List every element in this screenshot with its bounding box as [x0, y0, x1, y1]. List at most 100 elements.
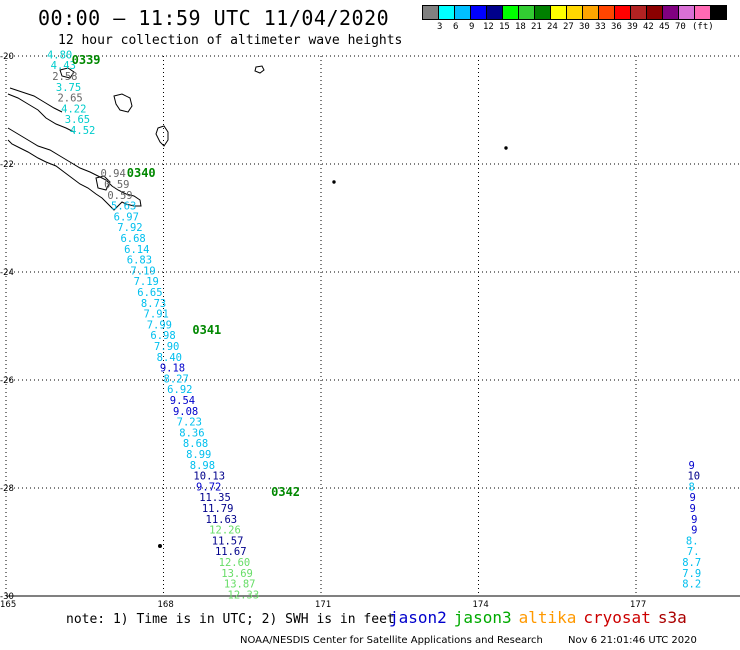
island-coast — [254, 65, 265, 74]
wave-height-label: 9 — [689, 460, 695, 472]
satellite-altika: altika — [518, 608, 577, 627]
wave-height-label: 9.72 — [196, 481, 221, 493]
island-dot — [504, 146, 508, 150]
wave-height-label: 8.2 — [682, 579, 701, 591]
wave-height-label: 7.92 — [117, 222, 142, 234]
wave-height-label: 12.60 — [219, 557, 251, 569]
wave-height-label: 4.43 — [51, 60, 76, 72]
wave-height-label: 12.33 — [228, 589, 260, 601]
wave-height-label: 7.90 — [154, 341, 179, 353]
legend-label: 70 — [675, 22, 686, 32]
wave-height-label: 9 — [691, 525, 697, 537]
wave-height-label: 7.23 — [177, 417, 202, 429]
wave-height-label: 9 — [691, 514, 697, 526]
island-dot — [158, 544, 162, 548]
wave-height-label: 9.18 — [160, 363, 185, 375]
chart-subtitle: 12 hour collection of altimeter wave hei… — [58, 33, 403, 48]
wave-height-label: 11.67 — [215, 546, 247, 558]
wave-height-label: 4.80 — [47, 49, 72, 61]
note-text: note: 1) Time is in UTC; 2) SWH is in fe… — [66, 612, 395, 627]
legend-label: 33 — [595, 22, 606, 32]
legend-labels: 3 6 9 12 15 18 21 24 27 30 33 36 39 42 45 70 (ft) — [422, 20, 726, 34]
wave-height-label: 3.75 — [56, 82, 81, 94]
legend-label: 45 — [659, 22, 670, 32]
wave-height-label: 12.26 — [209, 525, 241, 537]
wave-height-label: 9 — [690, 503, 696, 515]
island-dot — [332, 180, 336, 184]
satellite-jason3: jason3 — [453, 608, 512, 627]
wave-height-label: 13.87 — [224, 579, 256, 591]
wave-height-label: 7.9 — [682, 568, 701, 580]
legend-swatch — [710, 5, 727, 20]
legend-label: 9 — [469, 22, 475, 32]
legend-label: 30 — [579, 22, 590, 32]
loyalty-islands-coast-2 — [9, 87, 63, 113]
wave-height-label: 4.52 — [70, 125, 95, 137]
wave-height-label: 9.54 — [170, 395, 195, 407]
legend-label: 12 — [483, 22, 494, 32]
legend-label: 3 — [437, 22, 443, 32]
color-legend: 3 6 9 12 15 18 21 24 27 30 33 36 39 42 45 70 (ft) — [422, 5, 727, 34]
wave-height-label: 8.36 — [179, 427, 204, 439]
pass-time-label: 0342 — [271, 485, 300, 499]
wave-height-label: 6.65 — [137, 287, 162, 299]
legend-label: 6 — [453, 22, 459, 32]
wave-height-label: 6.83 — [127, 255, 152, 267]
wave-height-label: 4.22 — [61, 103, 86, 115]
wave-height-label: 6.14 — [124, 244, 149, 256]
satellite-cryosat: cryosat — [583, 608, 651, 627]
lat-tick-label: -30 — [0, 592, 14, 602]
wave-height-label: 13.69 — [221, 568, 253, 580]
legend-label: 27 — [563, 22, 574, 32]
coastline — [7, 65, 508, 548]
island-coast — [113, 93, 133, 113]
wave-height-label: 7. — [687, 546, 700, 558]
wave-height-label: 8 — [689, 481, 695, 493]
wave-height-label: 6.68 — [120, 233, 145, 245]
wave-height-label: 7.99 — [147, 319, 172, 331]
island-coast — [155, 125, 169, 147]
wave-height-label: 3.65 — [65, 114, 90, 126]
wave-height-label: 2.58 — [52, 71, 77, 83]
lat-tick-label: -26 — [0, 376, 14, 386]
lon-tick-label: 168 — [158, 600, 174, 610]
wave-height-label: 11.63 — [206, 514, 238, 526]
wave-height-label: 6.98 — [150, 330, 175, 342]
wave-height-label: 8. — [686, 535, 699, 547]
wave-height-labels: 4.804.432.583.752.654.223.654.520.940.59… — [47, 49, 701, 601]
legend-label: 42 — [643, 22, 654, 32]
wave-height-label: 8.73 — [141, 298, 166, 310]
lon-tick-label: 165 — [0, 600, 16, 610]
legend-unit: (ft) — [692, 22, 714, 32]
lon-tick-label: 171 — [315, 600, 331, 610]
wave-height-label: 7.91 — [144, 309, 169, 321]
legend-label: 24 — [547, 22, 558, 32]
wave-height-label: 6.92 — [167, 384, 192, 396]
loyalty-islands-coast — [7, 93, 75, 133]
wave-height-label: 10.13 — [193, 471, 225, 483]
lat-tick-label: -24 — [0, 268, 14, 278]
wave-height-label: 9 — [690, 492, 696, 504]
satellite-jason2: jason2 — [389, 608, 447, 627]
wave-height-label: 8.40 — [157, 352, 182, 364]
legend-color-bar — [422, 5, 727, 20]
lat-tick-label: -20 — [0, 52, 14, 62]
lat-tick-label: -22 — [0, 160, 14, 170]
satellite-legend: jason2 jason3 altika cryosat s3a — [389, 608, 694, 627]
lon-tick-label: 174 — [473, 600, 489, 610]
legend-label: 21 — [531, 22, 542, 32]
wave-height-label: 7.19 — [134, 276, 159, 288]
wave-height-label: 11.79 — [202, 503, 234, 515]
legend-label: 18 — [515, 22, 526, 32]
footer: NOAA/NESDIS Center for Satellite Applica… — [240, 635, 719, 646]
lat-tick-label: -28 — [0, 484, 14, 494]
legend-label: 39 — [627, 22, 638, 32]
wave-height-label: 9.08 — [173, 406, 198, 418]
wave-height-label: 11.35 — [199, 492, 231, 504]
pass-time-labels: 0339 0340 0341 0342 — [72, 53, 300, 499]
pass-time-label: 0341 — [192, 323, 221, 337]
wave-height-label: 8.98 — [190, 460, 215, 472]
pass-time-label: 0339 — [72, 53, 101, 67]
wave-height-label: 7.19 — [130, 265, 155, 277]
